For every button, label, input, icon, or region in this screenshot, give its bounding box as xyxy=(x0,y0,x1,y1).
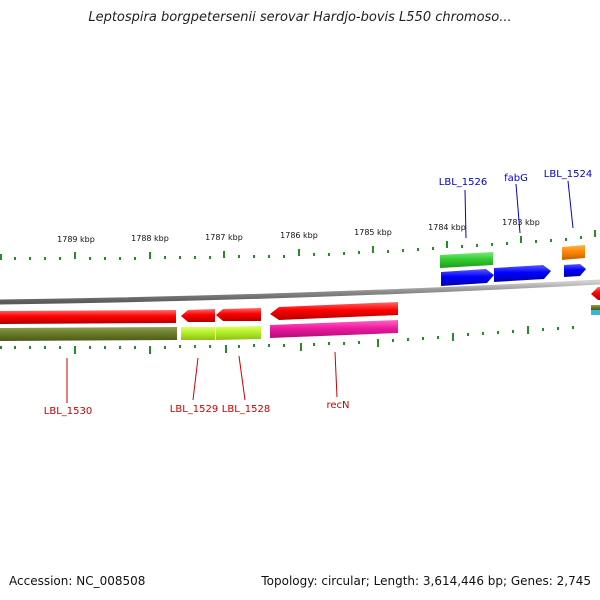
gene-label-lbl-1526[interactable]: LBL_1526 xyxy=(439,177,487,188)
gene-lbl-1526[interactable] xyxy=(441,269,494,286)
scale-label: 1784 kbp xyxy=(428,223,466,232)
forward-category-track xyxy=(440,245,585,268)
scale-label: 1787 kbp xyxy=(205,233,243,242)
gene-label-lbl-1528[interactable]: LBL_1528 xyxy=(222,404,270,415)
scale-label: 1788 kbp xyxy=(131,234,169,243)
gene-label-fabg[interactable]: fabG xyxy=(504,173,528,184)
accession-text: Accession: NC_008508 xyxy=(9,574,146,588)
reverse-strand-genes xyxy=(0,287,600,324)
gene-lbl-1524[interactable] xyxy=(564,264,586,277)
gene-recn[interactable] xyxy=(270,302,398,320)
gene-lbl-1530[interactable] xyxy=(0,310,176,324)
chromosome-backbone xyxy=(0,279,600,305)
scale-labels: 1789 kbp 1788 kbp 1787 kbp 1786 kbp 1785… xyxy=(57,218,540,244)
gene-partial-right-red[interactable] xyxy=(591,287,600,300)
inner-tick-track xyxy=(0,326,574,354)
reverse-category-track xyxy=(0,305,600,341)
scale-label: 1783 kbp xyxy=(502,218,540,227)
forward-strand-genes xyxy=(441,264,586,286)
gene-label-lbl-1530[interactable]: LBL_1530 xyxy=(44,406,92,417)
label-leader-lines xyxy=(66,180,574,403)
gene-label-lbl-1524[interactable]: LBL_1524 xyxy=(544,169,592,180)
gene-label-lbl-1529[interactable]: LBL_1529 xyxy=(170,404,218,415)
scale-label: 1789 kbp xyxy=(57,235,95,244)
map-title: Leptospira borgpetersenii serovar Hardjo… xyxy=(88,10,512,25)
gene-label-recn[interactable]: recN xyxy=(326,400,349,411)
scale-label: 1785 kbp xyxy=(354,228,392,237)
gene-labels: LBL_1530 LBL_1529 LBL_1528 recN LBL_1526… xyxy=(44,169,592,417)
genome-summary-text: Topology: circular; Length: 3,614,446 bp… xyxy=(261,574,591,588)
gene-lbl-1529[interactable] xyxy=(181,309,215,322)
gene-lbl-1528[interactable] xyxy=(216,308,261,321)
outer-tick-track xyxy=(0,230,596,260)
gene-fabg[interactable] xyxy=(494,265,551,282)
scale-label: 1786 kbp xyxy=(280,231,318,240)
